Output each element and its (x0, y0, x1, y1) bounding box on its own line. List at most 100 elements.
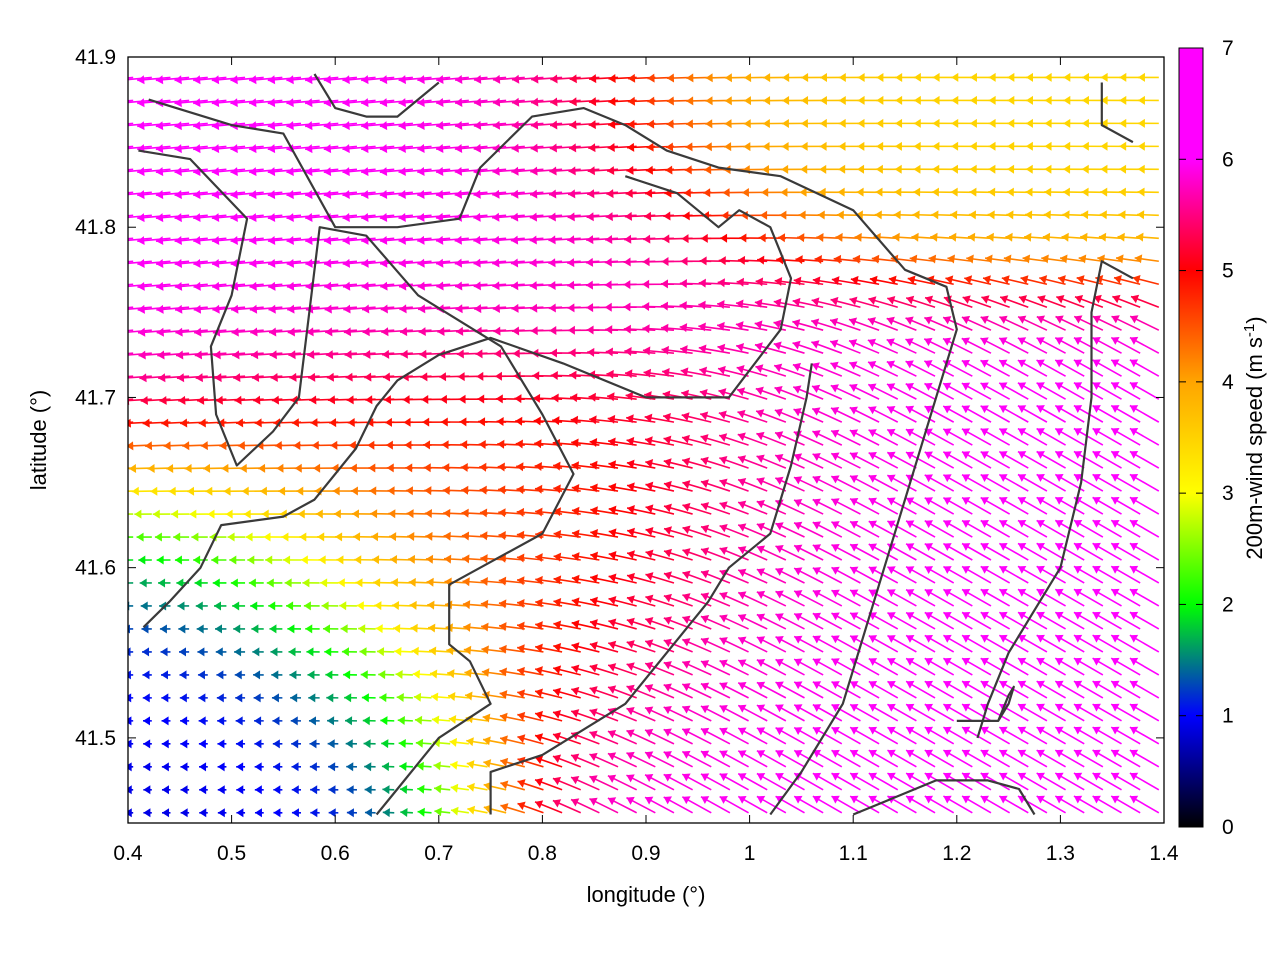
wind-arrow (589, 663, 619, 676)
wind-arrow (626, 707, 656, 722)
wind-arrow (379, 235, 413, 245)
wind-arrow (1110, 542, 1141, 561)
y-tick-label: 41.5 (75, 727, 116, 750)
wind-arrow (141, 624, 152, 634)
wind-arrow (607, 752, 638, 768)
wind-arrow (626, 550, 656, 561)
wind-arrow (1129, 795, 1160, 814)
wind-arrow (1017, 450, 1048, 469)
wind-arrow (273, 762, 283, 772)
wind-arrow (161, 785, 171, 795)
wind-arrow (831, 795, 861, 814)
wind-arrow (754, 298, 786, 309)
wind-arrow (207, 509, 227, 519)
wind-arrow (346, 762, 357, 772)
wind-arrow (775, 613, 805, 630)
wind-arrow (607, 729, 637, 745)
wind-arrow (128, 191, 152, 196)
wind-arrow (942, 519, 973, 538)
wind-arrow (775, 635, 805, 653)
wind-arrow (305, 624, 320, 634)
wind-arrow (607, 797, 638, 814)
wind-arrow (529, 212, 563, 222)
wind-arrow (756, 613, 787, 630)
wind-arrow (1054, 427, 1085, 446)
wind-arrow (886, 338, 917, 354)
wind-arrow (300, 555, 320, 565)
wind-arrow (756, 727, 787, 745)
wind-arrow (660, 323, 693, 333)
wind-arrow (199, 785, 208, 795)
wind-arrow (793, 681, 824, 699)
wind-arrow (644, 796, 675, 814)
wind-arrow (793, 521, 824, 538)
wind-arrow (700, 795, 731, 814)
wind-arrow (812, 749, 843, 768)
wind-arrow (517, 734, 544, 745)
x-tick-label: 1.1 (839, 842, 868, 865)
wind-arrow (361, 281, 395, 291)
wind-arrow (924, 405, 955, 423)
wind-arrow (510, 235, 544, 245)
wind-arrow (359, 647, 376, 657)
wind-arrow (867, 317, 899, 331)
wind-arrow (1020, 275, 1048, 286)
wind-arrow (700, 502, 731, 515)
wind-arrow (961, 382, 992, 400)
wind-arrow (1036, 382, 1066, 400)
wind-arrow (849, 475, 880, 492)
wind-arrow (382, 808, 395, 818)
wind-arrow (849, 726, 880, 745)
wind-arrow (849, 406, 880, 423)
wind-arrow (1110, 726, 1141, 745)
wind-arrow (128, 260, 152, 265)
wind-arrow (1036, 565, 1066, 584)
wind-arrow (830, 406, 861, 423)
wind-arrow (663, 480, 693, 492)
wind-arrow (644, 706, 675, 722)
wind-arrow (269, 350, 302, 360)
wind-arrow (1092, 657, 1122, 676)
wind-arrow (1129, 381, 1160, 400)
wind-arrow (1092, 427, 1122, 446)
wind-arrow (1043, 210, 1066, 220)
wind-arrow (661, 345, 693, 355)
wind-arrow (663, 458, 693, 469)
wind-arrow (755, 364, 787, 377)
wind-arrow (924, 295, 954, 308)
wind-arrow (435, 212, 469, 222)
wind-arrow (337, 578, 357, 588)
wind-arrow (227, 532, 246, 542)
wind-arrow (829, 317, 861, 331)
wind-arrow (217, 785, 227, 795)
wind-arrow (492, 212, 525, 222)
wind-arrow (309, 762, 320, 772)
wind-arrow (793, 544, 824, 561)
wind-arrow (382, 785, 395, 795)
wind-arrow (849, 452, 880, 469)
wind-arrow (361, 235, 395, 245)
wind-arrow (867, 360, 899, 377)
x-tick-label: 1 (744, 842, 756, 865)
wind-arrow (535, 621, 563, 630)
wind-arrow (607, 774, 638, 791)
wind-arrow (719, 659, 749, 676)
wind-arrow (980, 359, 1011, 377)
wind-arrow (1098, 232, 1122, 242)
wind-arrow (548, 258, 581, 268)
wind-arrow (1137, 210, 1159, 220)
wind-arrow (473, 258, 507, 268)
wind-arrow (756, 568, 787, 584)
wind-arrow (961, 565, 992, 584)
wind-arrow (942, 565, 973, 584)
wind-arrow (327, 716, 339, 726)
wind-arrow (379, 693, 395, 703)
wind-arrow (1110, 749, 1141, 768)
wind-arrow (1129, 565, 1160, 584)
wind-arrow (735, 321, 768, 331)
wind-arrow (1073, 772, 1104, 791)
wind-arrow (428, 646, 451, 656)
wind-arrow (571, 619, 600, 630)
wind-arrow (624, 346, 656, 356)
y-axis-label: latitude (°) (26, 390, 51, 491)
